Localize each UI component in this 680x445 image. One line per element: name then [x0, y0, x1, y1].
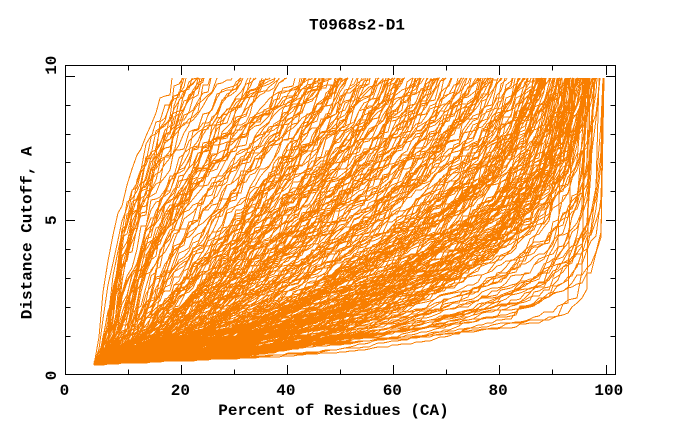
svg-text:0: 0 [43, 371, 61, 381]
svg-text:60: 60 [383, 382, 402, 400]
svg-text:100: 100 [594, 382, 623, 400]
svg-text:20: 20 [171, 382, 190, 400]
svg-text:Distance Cutoff, A: Distance Cutoff, A [19, 146, 37, 319]
svg-text:80: 80 [488, 382, 507, 400]
svg-text:40: 40 [276, 382, 295, 400]
svg-text:10: 10 [43, 56, 61, 75]
svg-text:T0968s2-D1: T0968s2-D1 [309, 17, 405, 35]
svg-text:0: 0 [60, 382, 70, 400]
svg-text:5: 5 [43, 215, 61, 225]
svg-text:Percent of Residues (CA): Percent of Residues (CA) [218, 402, 448, 420]
